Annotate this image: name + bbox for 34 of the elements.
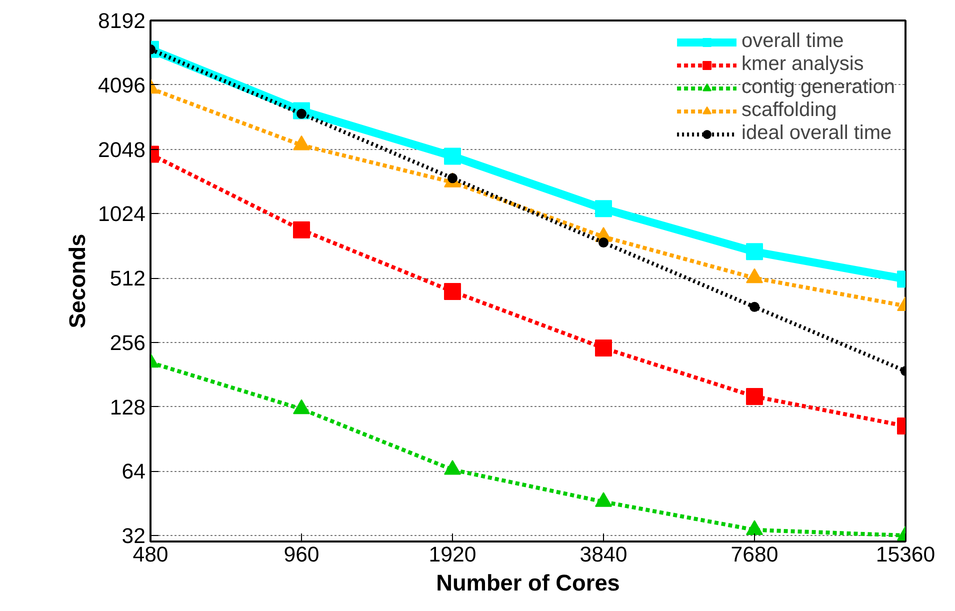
x-tick-label: 1920 [428, 542, 476, 566]
x-tick-label: 3840 [580, 542, 628, 566]
point [746, 520, 763, 535]
point [750, 302, 760, 312]
point [444, 148, 461, 165]
legend-label: contig generation [742, 76, 895, 99]
x-tick-label: 480 [132, 542, 168, 566]
y-tick-label: 1024 [98, 202, 146, 226]
x-tick-label: 960 [284, 542, 320, 566]
y-tick-label: 4096 [98, 73, 146, 98]
point [595, 200, 612, 218]
y-tick-label: 256 [110, 330, 146, 355]
x-axis-title: Number of Cores [436, 570, 620, 596]
point [293, 399, 310, 414]
legend-label: scaffolding [742, 99, 837, 122]
y-tick-label: 2048 [98, 138, 146, 162]
legend-label: overall time [742, 30, 844, 53]
point [598, 238, 608, 248]
point [746, 388, 763, 405]
legend-label: ideal overall time [742, 122, 892, 145]
y-axis-title: Seconds [64, 234, 90, 328]
legend-label: kmer analysis [742, 53, 864, 76]
y-tick-label: 512 [110, 266, 146, 291]
point [595, 339, 612, 356]
point [746, 243, 763, 260]
y-tick-label: 64 [122, 460, 146, 484]
point [444, 460, 461, 475]
y-tick-label: 128 [110, 395, 146, 420]
point [293, 221, 310, 238]
y-tick-label: 8192 [98, 9, 146, 33]
point [444, 282, 461, 300]
x-tick-label: 7680 [730, 542, 778, 566]
x-tick-label: 15360 [876, 542, 936, 566]
point [595, 492, 612, 507]
